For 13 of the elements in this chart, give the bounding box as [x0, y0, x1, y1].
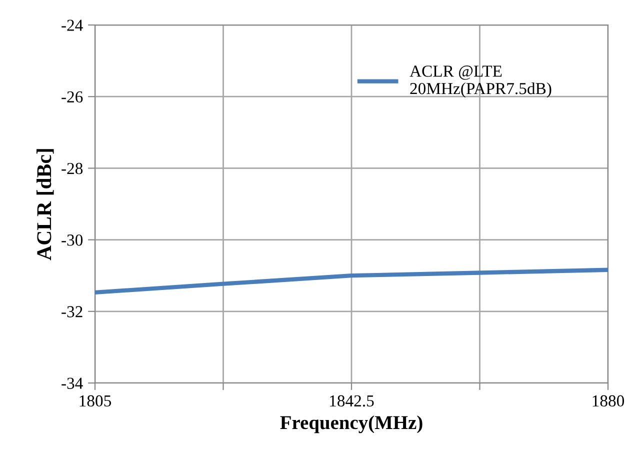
y-tick-label: -28 [62, 162, 83, 174]
x-tick-label: 1842.5 [330, 395, 374, 407]
x-tick-label: 1880 [592, 395, 624, 407]
line-series [95, 268, 608, 295]
x-axis-title: Frequency(MHz) [280, 415, 422, 434]
y-tick-label: -24 [62, 20, 83, 31]
y-tick-label: -34 [62, 378, 83, 389]
legend-label: ACLR @LTE 20MHz(PAPR7.5dB) [410, 66, 552, 98]
x-tick-label: 1805 [80, 395, 112, 407]
y-tick-label: -26 [62, 91, 83, 103]
y-axis-title: ACLR [dBc] [36, 149, 54, 260]
y-tick-label: -32 [62, 306, 82, 318]
y-tick-label: -30 [62, 234, 83, 246]
